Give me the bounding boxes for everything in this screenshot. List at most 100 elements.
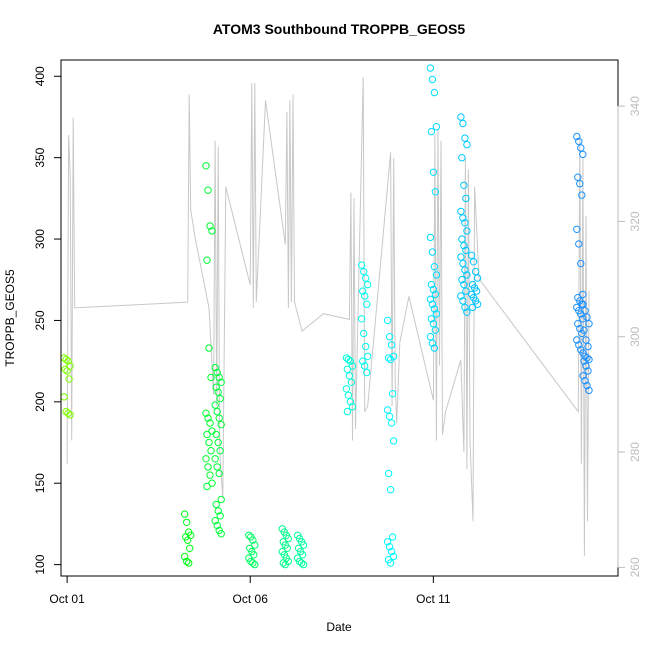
data-point — [213, 368, 221, 377]
data-point — [360, 267, 368, 276]
point-series-layer — [60, 64, 593, 569]
data-point — [66, 411, 74, 419]
data-point — [217, 530, 225, 538]
data-point — [385, 333, 394, 341]
point-cluster — [358, 261, 372, 377]
data-point — [428, 300, 437, 308]
data-point — [584, 367, 592, 375]
data-point — [203, 430, 211, 439]
data-point — [216, 512, 224, 520]
data-point — [212, 500, 220, 509]
data-point — [461, 266, 469, 274]
data-point — [430, 88, 439, 97]
data-point — [359, 357, 367, 365]
data-point — [574, 320, 582, 328]
data-point — [459, 259, 467, 268]
data-point — [202, 162, 210, 170]
chart-title: ATOM3 Southbound TROPPB_GEOS5 — [213, 21, 465, 37]
data-point — [459, 214, 467, 222]
data-point — [581, 307, 589, 315]
data-point — [343, 365, 352, 373]
data-point — [457, 207, 465, 216]
data-point — [430, 305, 439, 313]
data-point — [250, 551, 258, 559]
data-point — [385, 412, 394, 421]
data-point — [460, 241, 468, 250]
data-point — [358, 315, 366, 323]
data-point — [430, 263, 439, 271]
data-point — [427, 315, 436, 323]
data-point — [215, 414, 223, 422]
data-point — [65, 375, 73, 383]
data-point — [202, 455, 210, 463]
data-point — [468, 303, 477, 312]
point-cluster — [278, 525, 292, 569]
data-point — [429, 168, 438, 177]
data-point — [217, 378, 225, 386]
data-point — [183, 518, 191, 526]
data-point — [574, 173, 582, 181]
data-point — [207, 447, 215, 455]
y-axis-left: 100 150 200 250 300 350 400 — [33, 66, 62, 575]
data-point — [427, 127, 436, 136]
data-point — [431, 188, 440, 196]
data-point — [457, 113, 465, 121]
data-point — [459, 297, 467, 305]
data-point — [211, 517, 219, 525]
data-point — [458, 235, 466, 243]
data-point — [473, 274, 482, 282]
data-point — [60, 393, 68, 401]
data-point — [344, 391, 353, 399]
data-point — [580, 326, 588, 334]
point-cluster — [181, 510, 195, 567]
data-point — [428, 75, 437, 84]
data-point — [582, 362, 590, 370]
data-point — [211, 363, 219, 372]
data-point — [348, 362, 357, 370]
data-point — [463, 140, 471, 149]
data-point — [181, 552, 189, 561]
data-point — [184, 536, 192, 544]
data-point — [583, 313, 591, 321]
data-point — [584, 342, 592, 351]
plot-frame — [60, 59, 619, 577]
data-point — [582, 336, 590, 344]
data-point — [215, 469, 223, 478]
data-point — [364, 280, 372, 289]
point-cluster — [457, 113, 471, 316]
data-point — [460, 280, 468, 289]
data-point — [386, 355, 395, 364]
data-point — [577, 144, 585, 152]
data-point — [383, 538, 392, 546]
point-cluster — [293, 531, 308, 569]
data-point — [431, 290, 440, 299]
data-point — [214, 438, 222, 447]
point-cluster — [426, 64, 441, 352]
data-point — [186, 544, 194, 552]
data-point — [203, 482, 211, 491]
point-cluster — [342, 354, 357, 416]
data-point — [463, 308, 471, 316]
x-tick-label: Oct 11 — [416, 592, 451, 606]
data-point — [347, 378, 356, 386]
data-point — [298, 551, 307, 559]
data-point — [203, 256, 211, 264]
data-point — [580, 357, 588, 365]
data-point — [387, 547, 396, 556]
data-point — [64, 357, 72, 365]
point-cluster — [467, 251, 482, 312]
data-point — [249, 536, 257, 544]
x-axis-label: Date — [326, 620, 352, 634]
data-point — [383, 316, 392, 325]
data-point — [385, 543, 394, 551]
data-point — [471, 267, 480, 276]
point-cluster — [573, 132, 587, 354]
data-point — [579, 300, 587, 308]
data-point — [388, 390, 397, 398]
data-point — [297, 559, 306, 567]
data-point — [212, 383, 220, 391]
data-point — [575, 240, 583, 248]
data-point — [62, 407, 70, 416]
data-point — [213, 521, 221, 530]
y-left-tick-label: 200 — [33, 391, 47, 411]
